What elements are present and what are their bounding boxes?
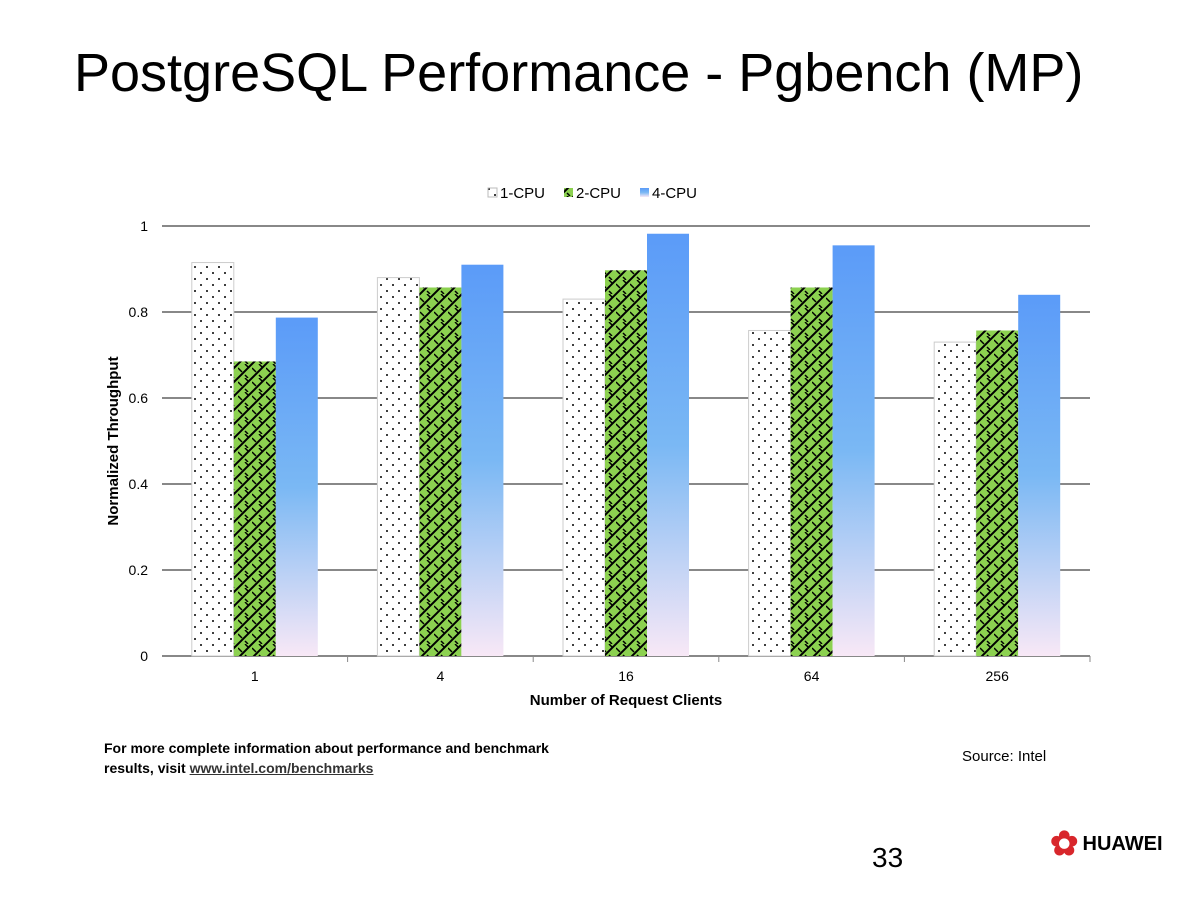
huawei-logo: ✿ HUAWEI [1050, 824, 1163, 864]
bar-4-CPU [832, 245, 875, 656]
legend-swatch [564, 188, 573, 197]
bar-2-CPU [419, 287, 462, 656]
x-tick-label: 256 [986, 668, 1010, 684]
y-tick-label: 0.2 [129, 562, 149, 578]
bar-2-CPU [233, 361, 276, 656]
footnote-line: For more complete information about perf… [104, 740, 549, 756]
legend-label: 4-CPU [652, 185, 697, 202]
x-axis-label: Number of Request Clients [530, 692, 723, 709]
logo-text: HUAWEI [1082, 832, 1163, 855]
x-tick-label: 64 [804, 668, 820, 684]
y-axis-label: Normalized Throughput [105, 356, 122, 525]
bar-2-CPU [790, 287, 833, 656]
benchmarks-link[interactable]: www.intel.com/benchmarks [189, 760, 374, 776]
bar-4-CPU [1018, 294, 1061, 656]
y-tick-label: 0.6 [129, 390, 149, 406]
source-label: Source: Intel [962, 748, 1047, 765]
y-tick-label: 0.4 [129, 476, 149, 492]
legend-label: 2-CPU [576, 185, 621, 202]
bar-4-CPU [647, 233, 689, 657]
huawei-flower-icon: ✿ [1050, 825, 1079, 863]
bar-2-CPU [976, 330, 1019, 656]
x-tick-label: 1 [251, 668, 259, 684]
y-tick-label: 1 [140, 218, 148, 234]
legend-swatch [640, 188, 649, 197]
bar-chart: 0 0.2 0.4 0.6 0.8 1 1 4 16 64 256 Number of Request… [105, 185, 1091, 709]
legend-swatch [487, 187, 498, 198]
x-tick-label: 16 [618, 668, 634, 684]
bar-1-CPU [376, 277, 420, 657]
bar-4-CPU [275, 317, 318, 656]
bar-1-CPU [562, 298, 606, 657]
slide-title: PostgreSQL Performance - Pgbench (MP) [74, 43, 1084, 103]
bar-1-CPU [191, 262, 235, 657]
legend-label: 1-CPU [500, 185, 545, 202]
footnote-prefix: results, visit [104, 760, 190, 776]
x-tick-label: 4 [437, 668, 445, 684]
y-tick-label: 0 [140, 648, 148, 664]
footnote: For more complete information about perf… [104, 738, 549, 778]
bar-4-CPU [461, 264, 504, 656]
bar-1-CPU [748, 329, 792, 657]
bar-2-CPU [605, 270, 647, 656]
page-number: 33 [872, 842, 904, 873]
bar-1-CPU [933, 341, 977, 657]
y-tick-label: 0.8 [129, 304, 149, 320]
